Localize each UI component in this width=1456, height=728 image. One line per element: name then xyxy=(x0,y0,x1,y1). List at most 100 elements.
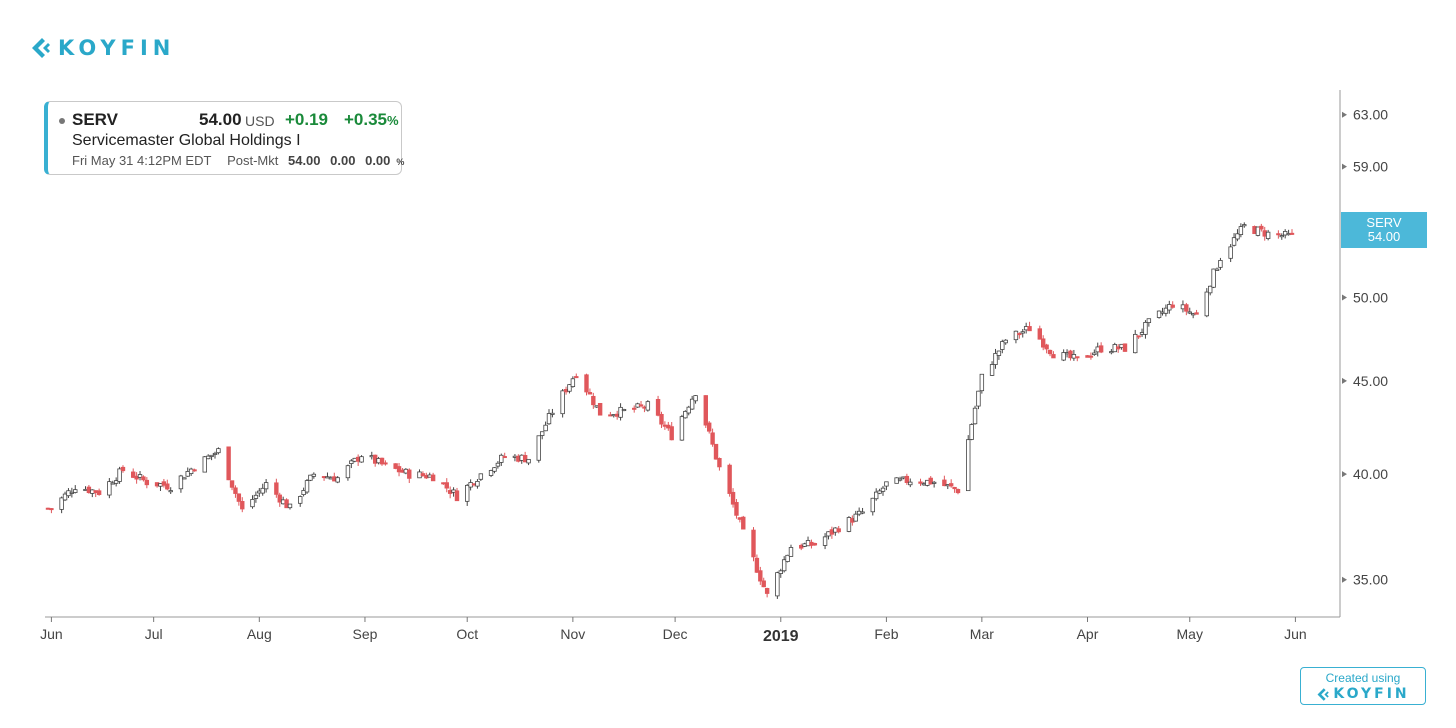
candle-body xyxy=(1088,355,1094,358)
candle-202 xyxy=(1013,330,1019,344)
x-tick-label-6: Dec xyxy=(663,626,688,642)
candle-body xyxy=(379,457,385,465)
candle-body xyxy=(996,350,1002,356)
candle-body xyxy=(96,490,102,495)
candle-body xyxy=(1075,356,1080,359)
candle-257 xyxy=(1276,230,1281,239)
candle-33 xyxy=(205,454,211,460)
last-price-ticker: SERV xyxy=(1366,215,1401,230)
x-tick-label-1: Jul xyxy=(145,626,163,642)
candle-body xyxy=(287,503,293,509)
candle-12 xyxy=(107,478,112,499)
candle-70 xyxy=(379,457,385,466)
koyfin-mark-icon xyxy=(32,38,50,58)
candle-body xyxy=(908,481,913,486)
candle-32 xyxy=(202,455,207,473)
candle-113 xyxy=(587,388,593,395)
candle-228 xyxy=(1136,335,1141,340)
candle-body xyxy=(205,455,211,460)
candle-body xyxy=(420,473,426,476)
candle-242 xyxy=(1204,288,1209,318)
candle-250 xyxy=(1238,223,1244,238)
koyfin-logo-text: KOYFIN xyxy=(58,36,176,60)
candle-body xyxy=(1170,304,1175,308)
candle-231 xyxy=(1146,318,1152,327)
candle-28 xyxy=(182,477,187,480)
candle-139 xyxy=(710,428,715,447)
candle-body xyxy=(1092,352,1097,355)
candle-87 xyxy=(465,483,470,506)
candle-body xyxy=(240,501,245,510)
candle-19 xyxy=(137,471,143,481)
candle-body xyxy=(444,482,449,489)
candle-222 xyxy=(1109,348,1114,355)
created-using-badge[interactable]: Created using KOYFIN xyxy=(1300,667,1426,705)
candle-body xyxy=(233,487,238,494)
candle-207 xyxy=(1037,325,1042,340)
candle-244 xyxy=(1211,268,1216,289)
candle-191 xyxy=(955,488,961,495)
candle-239 xyxy=(1187,307,1192,315)
candle-body xyxy=(1027,326,1032,332)
y-tick-label-6: 63.00 xyxy=(1353,107,1388,123)
candle-3 xyxy=(62,491,68,502)
candle-body xyxy=(897,478,903,481)
candle-body xyxy=(778,570,783,574)
candle-219 xyxy=(1092,349,1097,356)
last-price-flag-bg xyxy=(1341,212,1427,248)
candle-150 xyxy=(761,577,766,588)
quote-card: SERV 54.00 USD +0.19 +0.35% Servicemaste… xyxy=(44,101,404,175)
candle-body xyxy=(751,529,756,558)
candle-133 xyxy=(683,410,688,419)
candle-body xyxy=(1255,226,1261,236)
candle-52 xyxy=(298,495,303,507)
x-tick-label-5: Nov xyxy=(560,626,585,642)
candle-58 xyxy=(325,472,330,479)
candle-48 xyxy=(277,492,282,507)
candle-body xyxy=(301,490,306,495)
candle-body xyxy=(632,407,637,410)
x-tick-label-12: Jun xyxy=(1284,626,1307,642)
candle-body xyxy=(574,376,579,379)
candle-189 xyxy=(948,479,954,488)
candle-body xyxy=(1156,310,1162,318)
candle-body xyxy=(131,471,136,478)
candle-body xyxy=(274,482,279,495)
koyfin-logo: KOYFIN xyxy=(30,36,175,60)
candle-208 xyxy=(1041,335,1046,351)
x-tick-label-0: Jun xyxy=(40,626,63,642)
candle-body xyxy=(59,497,64,510)
candle-body xyxy=(277,494,282,503)
candle-185 xyxy=(928,476,933,485)
candle-195 xyxy=(976,390,981,410)
candle-body xyxy=(1044,344,1049,350)
candle-body xyxy=(597,402,603,416)
x-tick-label-11: May xyxy=(1177,626,1203,642)
candle-body xyxy=(236,493,242,502)
candle-105 xyxy=(546,409,552,425)
candle-body xyxy=(560,390,565,415)
created-logo: KOYFIN xyxy=(1301,686,1425,702)
candle-body xyxy=(117,468,122,482)
candle-6 xyxy=(73,485,78,494)
candle-128 xyxy=(659,411,664,429)
candle-134 xyxy=(686,405,691,416)
candle-232 xyxy=(1156,310,1162,319)
candle-204 xyxy=(1020,328,1025,338)
candle-103 xyxy=(539,431,545,440)
candle-body xyxy=(948,483,954,487)
candle-body xyxy=(1041,338,1046,348)
candle-body xyxy=(877,490,882,494)
candle-body xyxy=(621,409,627,412)
candle-body xyxy=(1235,233,1240,240)
candle-181 xyxy=(908,478,913,488)
y-tick-label-3: 50.00 xyxy=(1353,290,1388,306)
candle-body xyxy=(1061,352,1066,361)
candle-86 xyxy=(454,487,460,502)
candle-body xyxy=(587,392,593,395)
candle-body xyxy=(1211,268,1216,288)
candle-186 xyxy=(931,480,937,488)
candle-95 xyxy=(499,453,504,466)
candle-body xyxy=(693,395,698,402)
candle-body xyxy=(918,481,923,484)
